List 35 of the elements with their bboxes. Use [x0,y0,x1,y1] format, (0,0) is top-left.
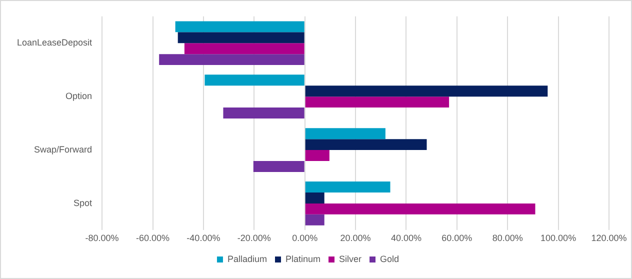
x-tick-label: -40.00% [186,233,220,244]
bar [305,150,330,161]
x-tick-label: -80.00% [85,233,119,244]
y-tick-label: LoanLeaseDeposit [16,38,93,48]
x-tick-label: 20.00% [340,233,371,244]
bar [305,128,386,140]
bar [178,32,304,44]
bar [184,43,304,54]
bar [305,96,450,108]
y-tick-label: Spot [74,198,93,208]
x-tick-label: 0.00% [292,233,318,244]
y-tick-label: Option [66,91,92,102]
legend-label: Palladium [227,254,268,264]
bar [305,86,548,97]
bar [175,21,304,32]
legend-label: Silver [339,254,362,264]
bar [253,160,304,172]
x-tick-label: -60.00% [136,233,170,244]
x-tick-label: 40.00% [390,233,422,244]
x-tick-label: 100.00% [540,233,576,244]
bar [305,182,390,193]
y-tick-label: Swap/Forward [34,144,92,155]
x-tick-label: -20.00% [237,233,271,244]
bar [305,214,324,226]
bar [305,192,324,204]
bar [159,54,304,66]
x-tick-label: 120.00% [591,233,627,244]
legend-label: Gold [380,254,400,264]
x-tick-label: 60.00% [442,233,472,244]
bar [204,74,304,86]
x-tick-label: 80.00% [492,233,523,244]
legend-label: Platinum [285,254,321,264]
bar [305,203,536,214]
bar [223,108,304,118]
bar [305,139,427,150]
